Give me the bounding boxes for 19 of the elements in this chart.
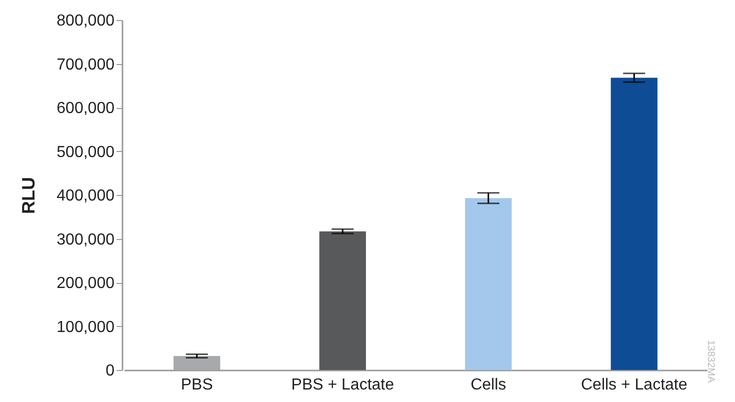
bar	[174, 356, 220, 370]
x-tick-label: Cells + Lactate	[580, 376, 688, 394]
y-tick-label: 0	[106, 362, 115, 380]
x-tick-label: Cells	[470, 376, 506, 394]
y-tick-label: 400,000	[56, 188, 115, 204]
annotation: 13832MA	[705, 340, 716, 383]
y-tick-label: 600,000	[56, 100, 115, 117]
x-tick-label: PBS + Lactate	[291, 376, 394, 394]
y-tick-label: 100,000	[56, 318, 115, 336]
y-tick-label: 800,000	[56, 12, 115, 30]
bar	[465, 198, 512, 370]
y-tick-label: 700,000	[56, 56, 115, 74]
y-axis-title: RLU	[18, 177, 39, 214]
y-tick-label: 300,000	[56, 231, 115, 248]
y-tick-label: 500,000	[56, 144, 115, 161]
bar	[319, 231, 366, 370]
x-tick-label: PBS	[180, 376, 213, 394]
bar	[610, 78, 658, 370]
y-tick-label: 200,000	[56, 275, 115, 292]
